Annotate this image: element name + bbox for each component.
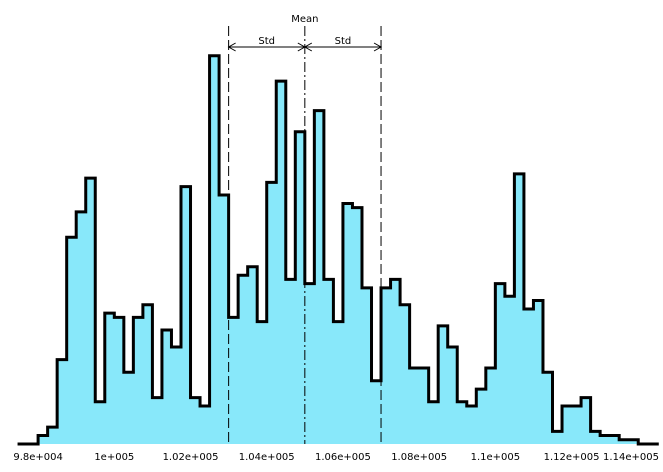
x-tick-label: 1.06e+005 xyxy=(315,452,371,463)
std-left-arrow-head-left xyxy=(227,42,236,52)
histogram-bar xyxy=(142,304,154,444)
histogram-bar xyxy=(114,317,125,444)
histogram-bar xyxy=(266,182,277,445)
histogram-bar xyxy=(76,211,87,444)
x-tick-label: 1.12e+005 xyxy=(544,452,600,463)
mean-label: Mean xyxy=(291,14,318,25)
histogram-bar xyxy=(485,368,496,444)
histogram-bar xyxy=(390,279,401,444)
histogram-bar xyxy=(38,435,49,444)
histogram-bar xyxy=(323,279,335,444)
histogram-bar xyxy=(457,401,468,444)
histogram-bar xyxy=(342,203,354,444)
histogram-bar xyxy=(428,401,439,444)
histogram-bar xyxy=(57,359,68,444)
histogram-bar xyxy=(628,439,639,444)
histogram-bar xyxy=(590,431,601,444)
histogram-bar xyxy=(523,308,535,444)
histogram-bar xyxy=(133,317,144,444)
histogram-bar xyxy=(104,313,115,444)
histogram-bar xyxy=(361,287,373,444)
histogram-bar xyxy=(304,283,315,444)
histogram-outline xyxy=(17,54,659,446)
histogram-bar xyxy=(409,368,420,444)
histogram-bar xyxy=(552,431,563,444)
histogram-bar xyxy=(533,300,544,444)
histogram-bar xyxy=(171,346,182,444)
std-right-arrow-head-left xyxy=(303,42,313,52)
histogram-bar xyxy=(514,173,525,445)
histogram-bar xyxy=(228,317,239,444)
x-tick-label: 1.14e+005 xyxy=(603,452,659,463)
histogram-bar xyxy=(276,81,287,444)
histogram-bar xyxy=(180,186,192,444)
histogram-bar xyxy=(200,406,211,444)
histogram-bar xyxy=(562,406,573,444)
x-tick-label: 9.8e+004 xyxy=(13,452,63,463)
x-tick-label: 1.08e+005 xyxy=(391,452,447,463)
histogram-bar xyxy=(219,195,230,444)
x-tick-label: 1.1e+005 xyxy=(471,452,521,463)
histogram-bar xyxy=(619,439,630,444)
histogram-bar xyxy=(400,304,411,444)
plot-area xyxy=(17,54,659,446)
histogram-bar xyxy=(247,266,258,444)
histogram-bar xyxy=(504,296,515,444)
histogram-bar xyxy=(161,330,173,444)
histogram-bar xyxy=(314,110,325,445)
histogram-bar xyxy=(333,321,344,444)
histogram-bar xyxy=(257,321,268,444)
histogram-bar xyxy=(285,279,296,444)
histogram-bar xyxy=(419,368,430,444)
histogram-bar xyxy=(85,178,96,444)
x-tick-label: 1e+005 xyxy=(94,452,134,463)
histogram-bar xyxy=(238,275,249,444)
histogram-bar xyxy=(495,283,506,444)
histogram-bar xyxy=(447,346,458,444)
histogram-bar xyxy=(571,406,582,444)
histogram-bar xyxy=(152,397,163,444)
histogram-bar xyxy=(190,397,201,444)
x-tick-label: 1.02e+005 xyxy=(163,452,219,463)
histogram-bar xyxy=(352,207,363,444)
std-right-label: Std xyxy=(335,36,352,47)
histogram-bar xyxy=(123,372,134,444)
std-left-label: Std xyxy=(258,36,275,47)
histogram-bar xyxy=(381,287,392,444)
histogram-bar xyxy=(371,380,382,444)
histogram-bar xyxy=(66,237,77,444)
histogram-bar xyxy=(476,389,487,444)
histogram-bar xyxy=(466,406,477,444)
histogram-bar xyxy=(581,397,592,444)
histogram-bar xyxy=(542,372,554,444)
histogram-bar xyxy=(600,435,611,444)
x-axis: 9.8e+004 1e+005 1.02e+005 1.04e+005 1.06e+00… xyxy=(13,452,659,463)
mean-std-annotations: Mean Std Std xyxy=(227,14,383,444)
histogram-bar xyxy=(438,325,449,444)
histogram-bar xyxy=(95,401,106,444)
std-right-arrow-head-right xyxy=(373,42,383,52)
histogram-bar xyxy=(609,435,620,444)
histogram-bar xyxy=(209,55,220,444)
histogram-bar xyxy=(47,427,58,444)
histogram-bar xyxy=(295,131,306,444)
x-tick-label: 1.04e+005 xyxy=(239,452,295,463)
